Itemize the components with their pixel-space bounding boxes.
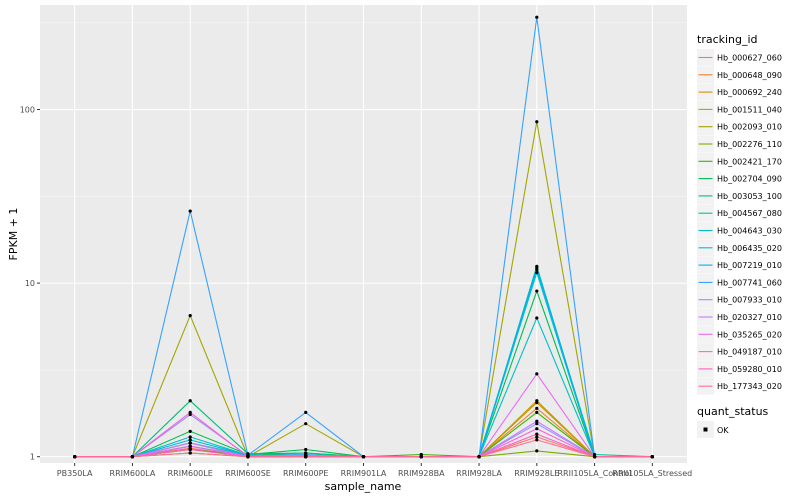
data-point: [73, 455, 77, 459]
legend-label: Hb_004567_080: [717, 209, 782, 218]
x-axis-title: sample_name: [325, 480, 402, 493]
data-point: [592, 455, 597, 459]
data-point: [304, 422, 308, 426]
legend-label: Hb_007219_010: [717, 261, 782, 270]
legend-label: Hb_004643_030: [717, 227, 782, 236]
data-point: [188, 441, 192, 445]
x-axis: PB350LA RRIM600LA RRIM600LE RRIM600SE RRIM60…: [57, 463, 692, 478]
legend-label: Hb_177343_020: [717, 382, 782, 391]
data-point: [419, 452, 423, 457]
grid-lines: [40, 5, 687, 463]
legend-label: Hb_001511_040: [717, 105, 782, 114]
legend-label: Hb_002276_110: [717, 140, 782, 149]
legend-label: Hb_007933_010: [717, 296, 782, 305]
legend-label: Hb_000627_060: [717, 54, 782, 63]
data-point: [188, 438, 192, 442]
data-point: [535, 399, 539, 403]
legend-label: Hb_002421_170: [717, 157, 782, 166]
data-point: [188, 444, 192, 448]
point-legend-key: [697, 421, 714, 438]
data-point: [188, 435, 192, 439]
data-point: [188, 313, 192, 318]
data-point: [188, 447, 192, 452]
legend-label: Hb_035265_020: [717, 330, 782, 339]
x-tick-label: RRIM901LA: [341, 469, 387, 478]
data-point: [535, 316, 539, 320]
data-point: [361, 455, 366, 459]
x-tick-label: RRIM600PE: [283, 469, 329, 478]
data-point: [246, 455, 250, 459]
data-point: [419, 455, 423, 459]
data-point: [535, 419, 539, 423]
data-point: [535, 265, 539, 270]
x-tick-label: RRIM600LE: [168, 469, 213, 478]
point-legend-marker: [703, 427, 708, 432]
legend-label: Hb_003053_100: [717, 192, 782, 201]
y-axis: 1 10 100: [20, 106, 40, 462]
data-point: [188, 410, 192, 414]
legend-label: Hb_000648_090: [717, 71, 782, 80]
data-point: [477, 455, 481, 459]
data-point: [535, 427, 539, 431]
legend-label: Hb_002093_010: [717, 123, 782, 132]
legend-label: Hb_059280_010: [717, 365, 782, 374]
x-tick-label: RRII105LA_Control: [558, 469, 632, 478]
point-legend-title: quant_status: [697, 405, 769, 418]
data-points: [73, 15, 654, 459]
x-tick-label: RRIM600LA: [110, 469, 156, 478]
data-point: [130, 455, 135, 459]
legend-items: Hb_000627_060 Hb_000648_090 Hb_000692_240 H…: [697, 49, 782, 395]
data-point: [188, 209, 192, 213]
data-point: [535, 270, 539, 275]
legend-label: Hb_020327_010: [717, 313, 782, 322]
y-tick-label: 100: [20, 106, 35, 115]
legend-label: Hb_000692_240: [717, 88, 782, 97]
data-point: [535, 410, 539, 414]
data-point: [188, 399, 192, 403]
x-tick-label: RRIM600SE: [225, 469, 271, 478]
data-point: [304, 410, 308, 414]
x-tick-label: RRIM928LA: [456, 469, 502, 478]
legend: tracking_id Hb_000627_060Hb_000648_090Hb…: [697, 33, 782, 438]
x-tick-label: RRIM928BA: [398, 469, 445, 478]
data-point: [535, 372, 539, 376]
x-tick-label: RRIM928LE: [514, 469, 559, 478]
data-point: [592, 452, 597, 457]
y-tick-label: 10: [25, 279, 35, 288]
x-tick-label: RRII105LA_Stressed: [612, 469, 692, 478]
data-point: [535, 449, 539, 453]
data-point: [304, 447, 308, 452]
data-point: [304, 455, 308, 459]
legend-title: tracking_id: [697, 33, 758, 46]
data-point: [535, 432, 539, 436]
point-legend-label: OK: [717, 426, 729, 435]
legend-label: Hb_006435_020: [717, 244, 782, 253]
data-point: [535, 422, 539, 426]
data-point: [535, 289, 539, 293]
legend-label: Hb_007741_060: [717, 278, 782, 287]
legend-label: Hb_049187_010: [717, 348, 782, 357]
data-point: [535, 435, 539, 439]
data-point: [650, 455, 654, 459]
data-point: [535, 438, 539, 442]
data-point: [188, 451, 192, 455]
data-point: [535, 406, 539, 410]
y-tick-label: 1: [30, 453, 35, 462]
data-point: [535, 120, 539, 124]
x-tick-label: PB350LA: [57, 469, 93, 478]
legend-label: Hb_002704_090: [717, 175, 782, 184]
data-point: [535, 15, 539, 19]
y-axis-title: FPKM + 1: [7, 208, 20, 261]
data-point: [188, 429, 192, 433]
